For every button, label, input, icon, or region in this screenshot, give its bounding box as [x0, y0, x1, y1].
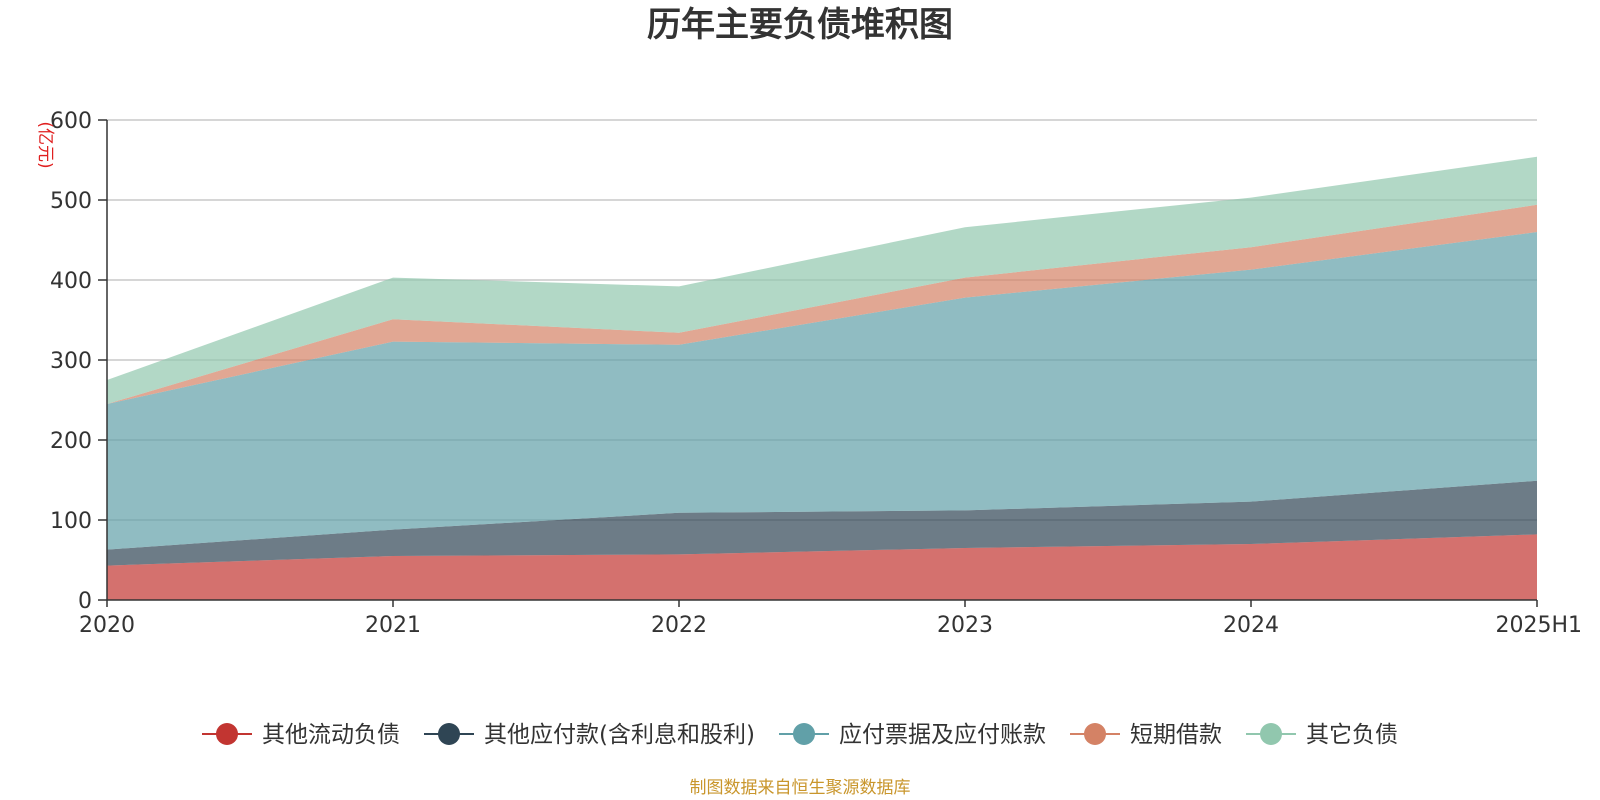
legend-marker-icon: [1260, 723, 1282, 745]
legend-marker-icon: [1084, 723, 1106, 745]
y-tick-label: 500: [50, 189, 92, 214]
y-tick-label: 0: [78, 589, 92, 614]
legend-label: 其它负债: [1306, 722, 1398, 748]
legend[interactable]: 其他流动负债 其他应付款(含利息和股利) 应付票据及应付账款 短期借款 其它负债: [202, 722, 1398, 748]
legend-marker-icon: [216, 723, 238, 745]
legend-item-2[interactable]: 应付票据及应付账款: [779, 722, 1046, 748]
y-tick-label: 300: [50, 349, 92, 374]
source-note: 制图数据来自恒生聚源数据库: [690, 778, 911, 798]
area-series-0: [107, 534, 1537, 600]
legend-marker-icon: [793, 723, 815, 745]
area-series-4: [107, 156, 1537, 404]
axes: [98, 119, 1538, 607]
y-tick-label: 100: [50, 509, 92, 534]
area-series-1: [107, 480, 1537, 566]
y-tick-label: 200: [50, 429, 92, 454]
legend-item-0[interactable]: 其他流动负债: [202, 722, 400, 748]
x-tick-label: 2020: [79, 613, 135, 638]
x-tick-label: 2021: [365, 613, 421, 638]
x-tick-label: 2025H1: [1495, 613, 1582, 638]
legend-item-1[interactable]: 其他应付款(含利息和股利): [424, 722, 755, 748]
y-tick-label: 600: [50, 109, 92, 134]
legend-item-3[interactable]: 短期借款: [1070, 722, 1222, 748]
y-axis-unit-label: (亿元): [35, 121, 55, 168]
legend-label: 其他流动负债: [262, 722, 400, 748]
x-tick-label: 2022: [651, 613, 707, 638]
legend-marker-icon: [438, 723, 460, 745]
x-tick-label: 2024: [1223, 613, 1279, 638]
legend-label: 其他应付款(含利息和股利): [484, 722, 755, 748]
legend-label: 应付票据及应付账款: [839, 722, 1046, 748]
legend-label: 短期借款: [1130, 722, 1222, 748]
x-tick-labels: 2020 2021 2022 2023 2024 2025H1: [79, 613, 1582, 638]
legend-item-4[interactable]: 其它负债: [1246, 722, 1398, 748]
y-tick-label: 400: [50, 269, 92, 294]
area-series-group: [107, 156, 1537, 600]
y-tick-labels: 0 100 200 300 400 500 600: [50, 109, 92, 614]
chart-title: 历年主要负债堆积图: [647, 5, 953, 45]
x-tick-label: 2023: [937, 613, 993, 638]
area-series-2: [107, 232, 1537, 550]
